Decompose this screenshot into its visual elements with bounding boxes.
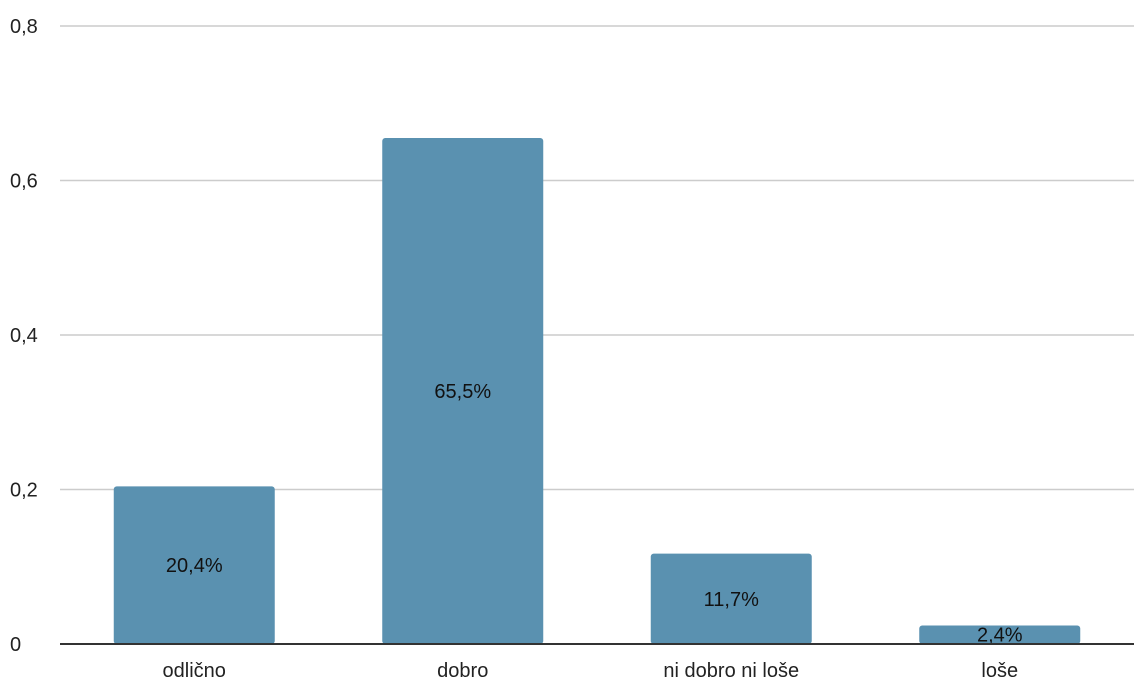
- data-label: 2,4%: [977, 625, 1023, 647]
- bar: [919, 625, 1081, 644]
- data-label: 65,5%: [434, 381, 491, 403]
- data-label: 11,7%: [704, 589, 759, 611]
- bar: [113, 486, 275, 644]
- y-axis-tick-labels: 0 0,2 0,4 0,6 0,8: [10, 16, 38, 656]
- y-tick-label: 0,2: [10, 480, 38, 502]
- category-label: dobro: [437, 660, 488, 682]
- y-tick-label: 0,8: [10, 16, 38, 38]
- category-label: ni dobro ni loše: [663, 660, 799, 682]
- data-labels: 20,4% 65,5% 11,7% 2,4%: [166, 381, 1023, 647]
- bar: [382, 138, 544, 644]
- bars: [113, 138, 1081, 644]
- category-label: odlično: [163, 660, 226, 682]
- data-label: 20,4%: [166, 555, 223, 577]
- bar: [650, 553, 812, 644]
- y-tick-label: 0: [10, 634, 21, 656]
- y-tick-label: 0,6: [10, 171, 38, 193]
- gridlines: [60, 25, 1134, 491]
- y-tick-label: 0,4: [10, 325, 38, 347]
- x-axis-category-labels: odlično dobro ni dobro ni loše loše: [163, 660, 1019, 682]
- category-label: loše: [981, 660, 1018, 682]
